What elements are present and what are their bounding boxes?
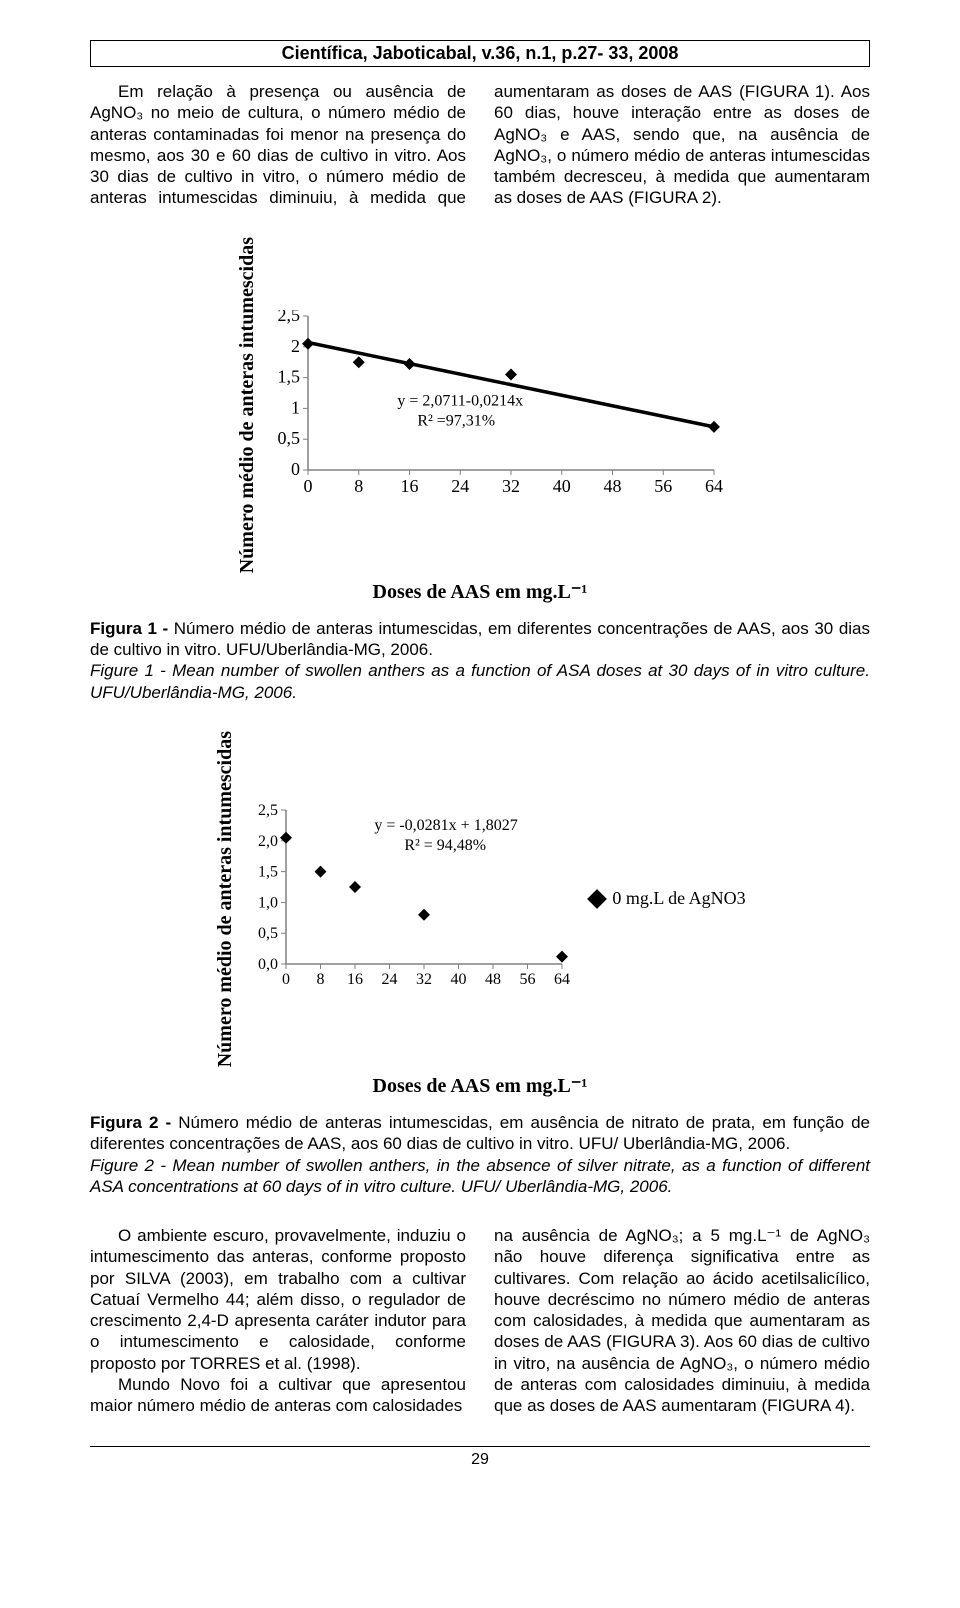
fig1-caption-en: Figure 1 - Mean number of swollen anther…: [90, 661, 870, 701]
fig2-caption-pt: Figura 2 -: [90, 1113, 178, 1132]
fig1-ylabel: Número médio de anteras intumescidas: [236, 237, 258, 573]
svg-text:R² =97,31%: R² =97,31%: [417, 412, 495, 429]
closing-columns: O ambiente escuro, provavelmente, induzi…: [90, 1225, 870, 1416]
page-header: Científica, Jaboticabal, v.36, n.1, p.27…: [90, 40, 870, 67]
svg-text:0: 0: [304, 476, 313, 496]
fig2-caption: Figura 2 - Número médio de anteras intum…: [90, 1112, 870, 1197]
svg-text:32: 32: [416, 971, 432, 988]
svg-text:2,5: 2,5: [258, 804, 278, 819]
closing-para-a: O ambiente escuro, provavelmente, induzi…: [90, 1225, 466, 1374]
svg-text:32: 32: [502, 476, 520, 496]
svg-text:8: 8: [317, 971, 325, 988]
svg-text:y = -0,0281x + 1,8027: y = -0,0281x + 1,8027: [375, 817, 518, 834]
svg-text:1,5: 1,5: [258, 864, 278, 881]
fig2-xlabel: Doses de AAS em mg.L⁻¹: [373, 1073, 588, 1098]
fig2-legend-label: 0 mg.L de AgNO3: [612, 888, 745, 909]
fig2-caption-en: Figure 2 - Mean number of swollen anther…: [90, 1156, 870, 1196]
svg-text:16: 16: [401, 476, 419, 496]
svg-text:2: 2: [291, 335, 300, 355]
fig1-plot: 0 0,5 1 1,5 2 2,5 0 8 16 24 32 40 48 56 64 y = 2,0711-0…: [264, 310, 724, 500]
fig1-xlabel: Doses de AAS em mg.L⁻¹: [373, 579, 588, 604]
fig1-caption: Figura 1 - Número médio de anteras intum…: [90, 618, 870, 703]
svg-text:24: 24: [382, 971, 398, 988]
svg-text:0,5: 0,5: [258, 925, 278, 942]
svg-text:1,0: 1,0: [258, 894, 278, 911]
fig2-legend: 0 mg.L de AgNO3: [590, 888, 745, 909]
page-number: 29: [471, 1451, 489, 1468]
svg-text:48: 48: [485, 971, 501, 988]
svg-text:0: 0: [291, 459, 300, 479]
svg-text:40: 40: [553, 476, 571, 496]
svg-text:2,0: 2,0: [258, 833, 278, 850]
svg-text:2,5: 2,5: [278, 310, 301, 325]
svg-text:56: 56: [654, 476, 672, 496]
svg-text:1: 1: [291, 397, 300, 417]
svg-text:48: 48: [604, 476, 622, 496]
figure-2: Número médio de anteras intumescidas 0,0…: [90, 731, 870, 1098]
svg-text:0: 0: [282, 971, 290, 988]
figure-1: Número médio de anteras intumescidas 0 0,…: [90, 237, 870, 604]
fig2-plot: 0,0 0,5 1,0 1,5 2,0 2,5 0 8 16 24 32 40 48 56 64 y = -0…: [242, 804, 572, 994]
svg-text:y = 2,0711-0,0214x: y = 2,0711-0,0214x: [397, 392, 523, 409]
intro-columns: Em relação à presença ou ausência de AgN…: [90, 81, 870, 209]
svg-text:40: 40: [451, 971, 467, 988]
fig2-ylabel: Número médio de anteras intumescidas: [214, 731, 236, 1067]
svg-text:16: 16: [347, 971, 363, 988]
fig1-caption-pt: Figura 1 -: [90, 619, 174, 638]
page-footer: 29: [90, 1446, 870, 1469]
svg-text:56: 56: [520, 971, 536, 988]
svg-text:64: 64: [705, 476, 723, 496]
svg-text:1,5: 1,5: [278, 366, 301, 386]
svg-text:24: 24: [451, 476, 469, 496]
svg-text:64: 64: [554, 971, 570, 988]
svg-text:8: 8: [354, 476, 363, 496]
closing-para-c: na ausência de AgNO₃; a 5 mg.L⁻¹ de AgNO…: [494, 1225, 870, 1416]
svg-text:R² = 94,48%: R² = 94,48%: [405, 837, 487, 854]
intro-paragraph: Em relação à presença ou ausência de AgN…: [90, 81, 870, 209]
closing-para-b: Mundo Novo foi a cultivar que apresentou…: [90, 1374, 466, 1417]
diamond-icon: [587, 889, 607, 909]
svg-text:0,5: 0,5: [278, 428, 301, 448]
svg-text:0,0: 0,0: [258, 956, 278, 973]
